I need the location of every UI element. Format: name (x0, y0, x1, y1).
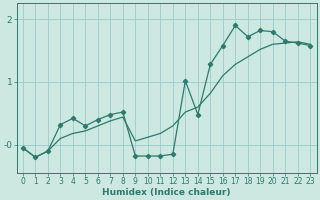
X-axis label: Humidex (Indice chaleur): Humidex (Indice chaleur) (102, 188, 231, 197)
